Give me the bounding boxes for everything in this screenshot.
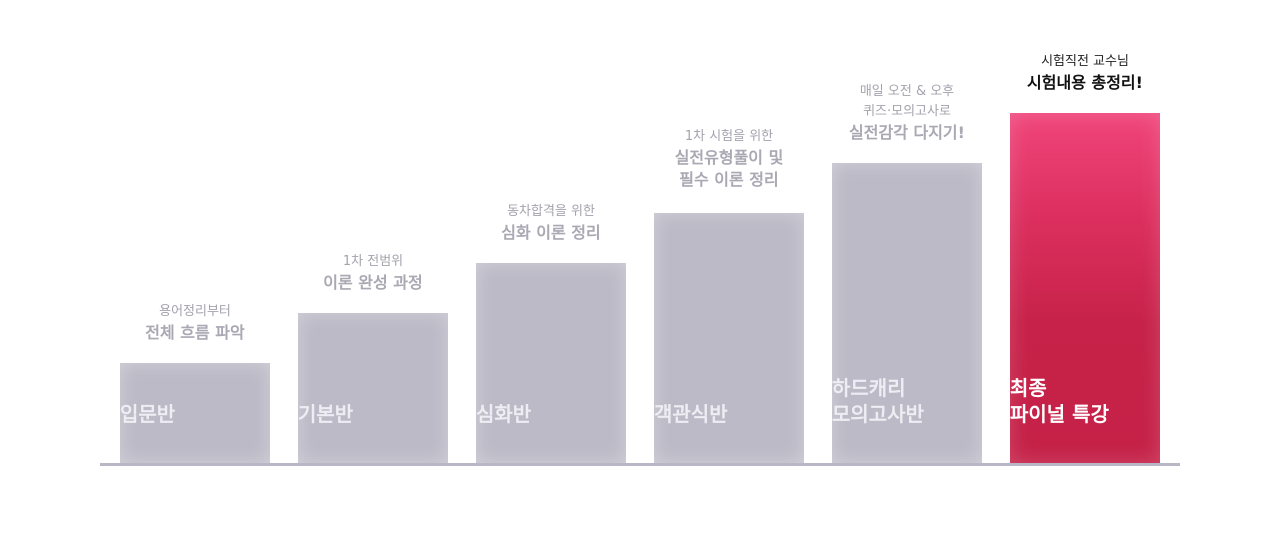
caption-sub: 매일 오전 & 오후 퀴즈·모의고사로 (859, 84, 955, 119)
caption-main: 심화 이론 정리 (501, 223, 601, 242)
caption-step-4: 1차 시험을 위한 실전유형풀이 및 필수 이론 정리 (654, 127, 804, 191)
caption-sub: 1차 전범위 (342, 254, 404, 269)
caption-sub: 1차 시험을 위한 (684, 129, 774, 144)
caption-sub: 동차합격을 위한 (507, 204, 595, 219)
bar-step-1: 입문반 (120, 363, 270, 463)
bar-label: 심화반 (476, 402, 532, 426)
caption-step-3: 동차합격을 위한 심화 이론 정리 (476, 202, 626, 244)
caption-step-5: 매일 오전 & 오후 퀴즈·모의고사로 실전감각 다지기! (832, 82, 982, 144)
bar-label: 입문반 (120, 402, 176, 426)
caption-sub: 용어정리부터 (159, 304, 231, 319)
caption-main: 전체 흐름 파악 (145, 323, 245, 342)
caption-step-6: 시험직전 교수님 시험내용 총정리! (1010, 52, 1160, 94)
bar-label: 최종 파이널 특강 (1010, 376, 1109, 426)
bar-step-6-final: 최종 파이널 특강 (1010, 113, 1160, 463)
caption-main: 실전감각 다지기! (849, 123, 965, 142)
bar-step-2: 기본반 (298, 313, 448, 463)
caption-main: 시험내용 총정리! (1027, 73, 1143, 92)
caption-main: 실전유형풀이 및 필수 이론 정리 (674, 148, 784, 189)
bar-label: 하드캐리 모의고사반 (832, 376, 924, 426)
bar-step-4: 객관식반 (654, 213, 804, 463)
caption-step-1: 용어정리부터 전체 흐름 파악 (120, 302, 270, 344)
baseline (100, 463, 1180, 466)
caption-main: 이론 완성 과정 (323, 273, 423, 292)
caption-sub: 시험직전 교수님 (1041, 54, 1129, 69)
bar-step-5: 하드캐리 모의고사반 (832, 163, 982, 463)
bar-label: 기본반 (298, 402, 354, 426)
bar-label: 객관식반 (654, 402, 728, 426)
bar-step-3: 심화반 (476, 263, 626, 463)
caption-step-2: 1차 전범위 이론 완성 과정 (298, 252, 448, 294)
